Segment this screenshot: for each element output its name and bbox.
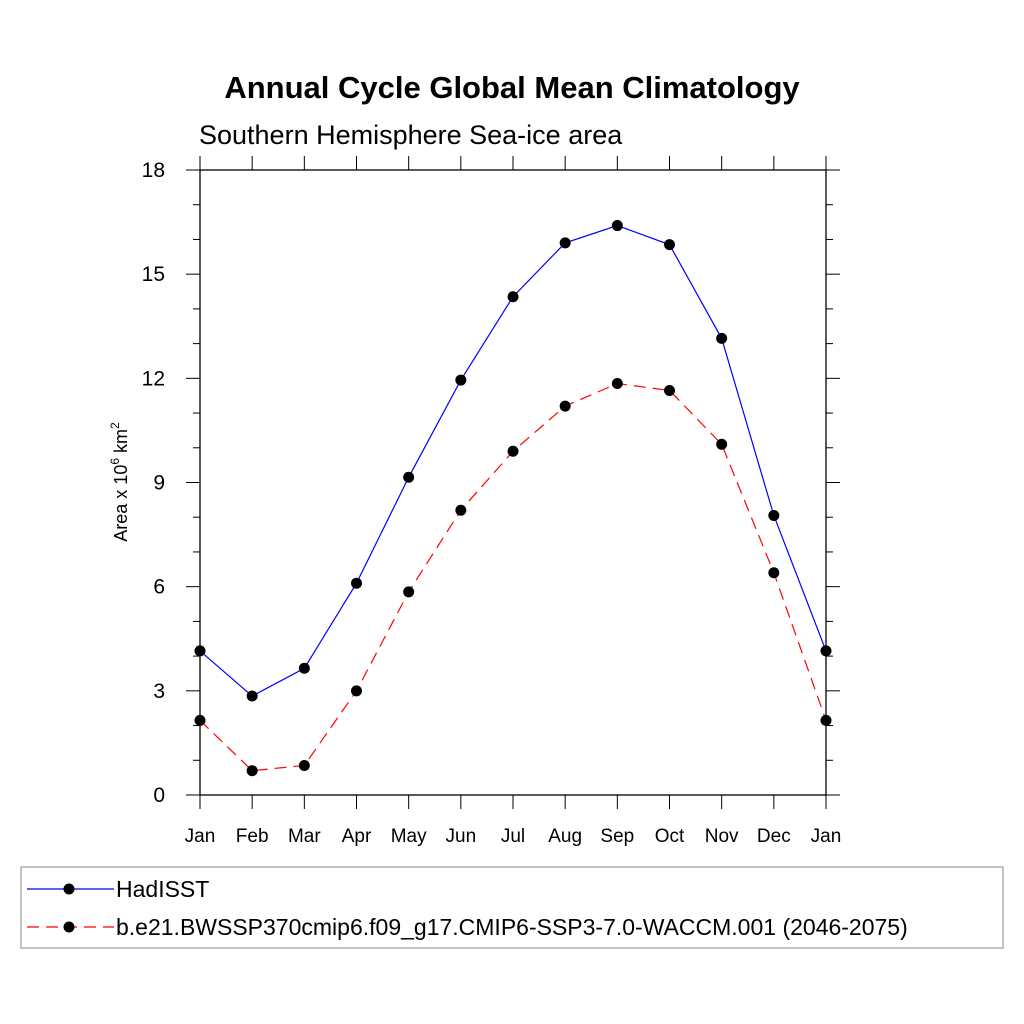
- data-point: [559, 400, 571, 412]
- data-point: [820, 714, 832, 726]
- legend-label-1: HadISST: [116, 876, 209, 902]
- x-tick-label: Jun: [446, 826, 477, 847]
- y-axis-label-text: Area x 10: [111, 465, 131, 542]
- data-point: [611, 378, 623, 390]
- data-point: [246, 690, 258, 702]
- legend-marker-1: [63, 883, 75, 895]
- data-point: [664, 239, 675, 251]
- data-point: [455, 504, 467, 516]
- plot-area: [194, 220, 832, 777]
- y-tick-label: 15: [142, 263, 165, 286]
- data-point: [507, 291, 519, 303]
- x-tick-label: Aug: [548, 826, 582, 847]
- data-point: [403, 586, 415, 598]
- data-point: [507, 445, 519, 457]
- data-point: [455, 374, 467, 386]
- y-tick-label: 3: [153, 680, 165, 703]
- y-tick-label: 9: [153, 472, 165, 495]
- x-tick-label: Jan: [185, 826, 216, 847]
- x-tick-label: Jan: [811, 826, 842, 847]
- data-point: [559, 237, 571, 249]
- x-tick-label: Jul: [501, 826, 525, 847]
- data-point: [768, 567, 780, 579]
- data-point: [351, 577, 362, 589]
- x-tick-label: Dec: [757, 826, 791, 847]
- series-line-2: [199, 382, 827, 772]
- axes-frame: 0 3 6 9 12 15 18 Jan Feb Mar Apr May Jun Jul Aug Sep Oct…: [142, 156, 842, 847]
- svg-text:Area x 106 km2: Area x 106 km2: [108, 422, 131, 542]
- chart-title: Annual Cycle Global Mean Climatology: [224, 70, 800, 105]
- x-tick-label: Oct: [655, 826, 685, 847]
- y-tick-label: 18: [142, 159, 165, 182]
- y-tick-label: 6: [153, 576, 165, 599]
- x-tick-label: Nov: [705, 826, 739, 847]
- data-point: [664, 384, 675, 396]
- data-point: [351, 685, 362, 697]
- data-point: [298, 662, 310, 674]
- x-tick-label: May: [391, 826, 427, 847]
- chart-subtitle: Southern Hemisphere Sea-ice area: [199, 120, 623, 150]
- plot-frame: [199, 169, 827, 796]
- data-point: [298, 759, 310, 771]
- data-point: [194, 714, 206, 726]
- data-point: [768, 509, 780, 521]
- y-tick-label: 12: [142, 367, 165, 390]
- x-tick-label: Mar: [288, 826, 321, 847]
- data-point: [611, 220, 623, 232]
- x-tick-label: Sep: [600, 826, 634, 847]
- legend-label-2: b.e21.BWSSP370cmip6.f09_g17.CMIP6-SSP3-7…: [116, 914, 908, 940]
- y-axis-label: Area x 106 km2: [108, 422, 131, 542]
- legend-marker-2: [63, 921, 75, 933]
- y-axis-label-exponent: 6: [108, 458, 122, 465]
- legend-box: [20, 866, 1004, 949]
- x-tick-label: Apr: [342, 826, 372, 847]
- data-point: [194, 645, 206, 657]
- data-point: [820, 645, 832, 657]
- y-axis-label-unit: km: [111, 429, 131, 453]
- data-point: [246, 765, 258, 777]
- data-point: [716, 332, 728, 344]
- legend: HadISST b.e21.BWSSP370cmip6.f09_g17.CMIP6…: [27, 876, 908, 940]
- y-axis-label-unit-exponent: 2: [108, 422, 122, 429]
- y-tick-label: 0: [153, 784, 165, 807]
- x-tick-label: Feb: [236, 826, 269, 847]
- data-point: [403, 471, 415, 483]
- data-point: [716, 438, 728, 450]
